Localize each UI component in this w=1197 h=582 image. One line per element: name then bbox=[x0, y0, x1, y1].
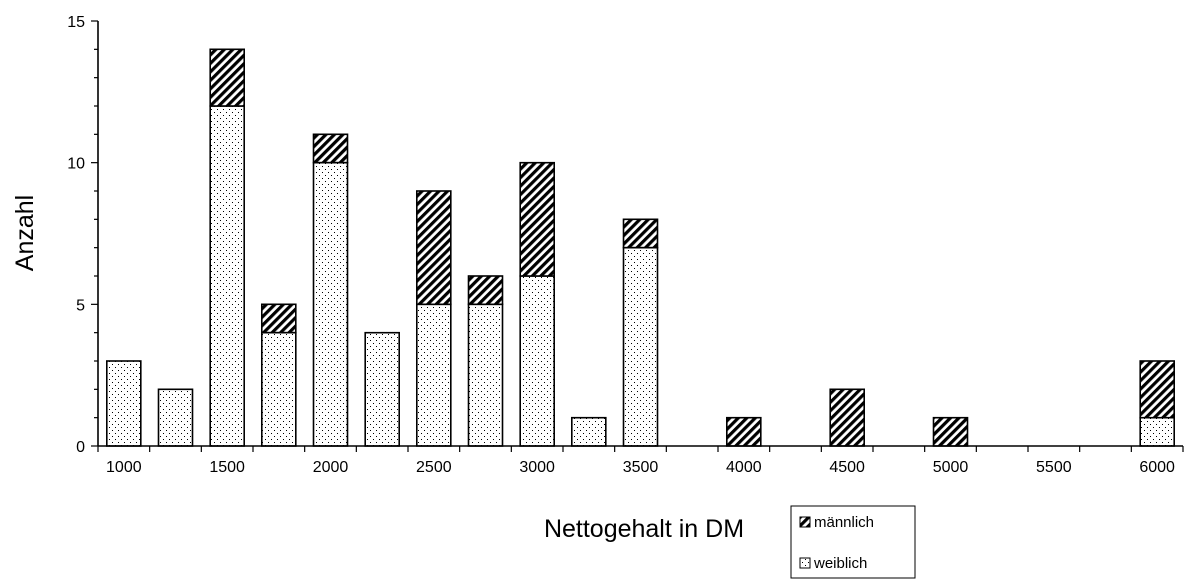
y-tick-label: 15 bbox=[67, 14, 85, 31]
legend-box bbox=[790, 505, 916, 579]
bar-männlich-4000 bbox=[725, 416, 762, 447]
x-tick-label: 4500 bbox=[829, 459, 865, 476]
bar-männlich-6000 bbox=[1139, 360, 1175, 419]
x-tick-label: 6000 bbox=[1139, 459, 1175, 476]
bar-männlich-1500 bbox=[209, 48, 245, 107]
x-tick-label: 1000 bbox=[106, 459, 142, 476]
axes-group: 0 5 10 15 1000 1500 2000 2500 3000 3500 4000 4500 50… bbox=[67, 14, 1184, 476]
bar-weiblich-2250 bbox=[364, 331, 401, 447]
x-tick-label: 2500 bbox=[416, 459, 452, 476]
bar-weiblich-3500 bbox=[622, 246, 659, 447]
bar-weiblich-2500 bbox=[415, 303, 452, 447]
x-tick-label: 2000 bbox=[313, 459, 349, 476]
x-axis-title: Nettogehalt in DM bbox=[544, 515, 744, 543]
y-tick-label: 0 bbox=[76, 439, 85, 456]
x-tick-label: 1500 bbox=[209, 459, 245, 476]
bar-weiblich-1250 bbox=[157, 388, 194, 447]
bars-group bbox=[106, 48, 1175, 447]
legend-label-weiblich: weiblich bbox=[813, 555, 867, 572]
bar-weiblich-6000 bbox=[1139, 416, 1175, 447]
bar-weiblich-1000 bbox=[106, 360, 142, 447]
legend-swatch-weiblich bbox=[799, 557, 811, 569]
bar-männlich-1750 bbox=[260, 303, 297, 334]
y-axis-title: Anzahl bbox=[11, 195, 39, 271]
bar-weiblich-1750 bbox=[260, 331, 297, 447]
bar-männlich-5000 bbox=[932, 416, 969, 447]
y-tick-label: 5 bbox=[76, 297, 85, 314]
bar-männlich-2750 bbox=[467, 275, 504, 306]
legend-swatch-maennlich bbox=[799, 516, 811, 528]
bar-weiblich-3000 bbox=[519, 275, 556, 447]
x-tick-label: 5000 bbox=[933, 459, 969, 476]
legend-label-maennlich: männlich bbox=[814, 514, 874, 531]
x-tick-label: 4000 bbox=[726, 459, 762, 476]
bar-weiblich-1500 bbox=[209, 105, 245, 447]
legend: männlich weiblich bbox=[790, 505, 916, 579]
bar-männlich-4500 bbox=[829, 388, 866, 447]
x-tick-label: 5500 bbox=[1036, 459, 1072, 476]
bar-weiblich-2000 bbox=[312, 161, 349, 447]
x-tick-label: 3000 bbox=[519, 459, 555, 476]
y-tick-label: 10 bbox=[67, 156, 85, 173]
bar-männlich-3000 bbox=[519, 161, 556, 277]
bar-männlich-2500 bbox=[415, 190, 452, 306]
x-tick-label: 3500 bbox=[623, 459, 659, 476]
bar-männlich-3500 bbox=[622, 218, 659, 249]
bar-weiblich-2750 bbox=[467, 303, 504, 447]
bar-männlich-2000 bbox=[312, 133, 349, 164]
bar-weiblich-3250 bbox=[570, 416, 607, 447]
